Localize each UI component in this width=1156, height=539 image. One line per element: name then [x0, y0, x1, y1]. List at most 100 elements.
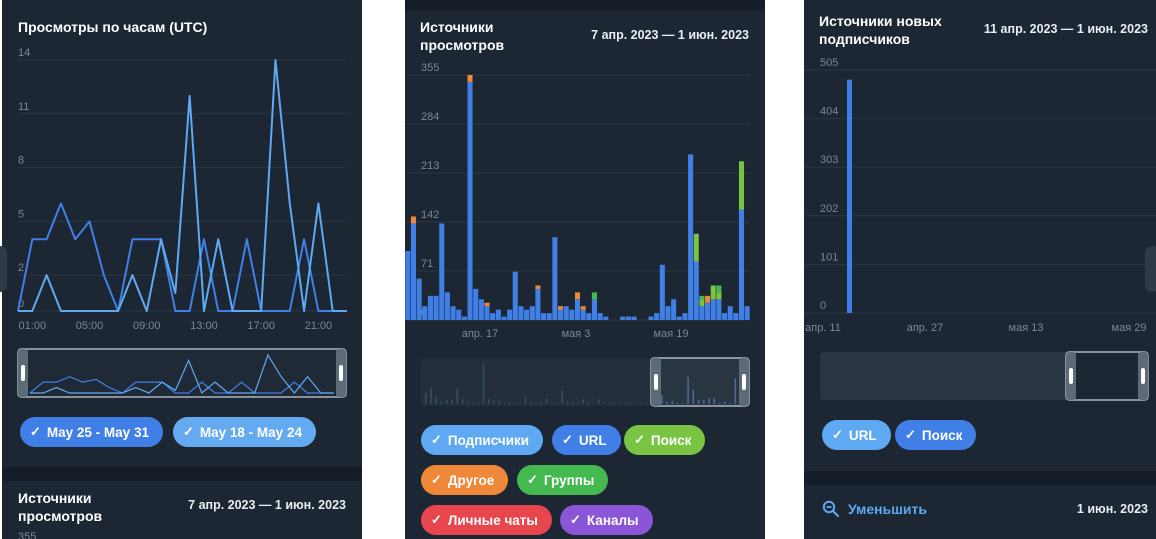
- bar-segment: [659, 264, 665, 320]
- bar-segment: [580, 306, 586, 310]
- legend-chip-2[interactable]: ✓ URL: [552, 425, 621, 455]
- section-divider: [804, 471, 1156, 485]
- handle-grip: [654, 374, 658, 390]
- navigator-bar: [451, 400, 453, 404]
- bar-segment: [716, 285, 722, 293]
- bar-segment: [738, 161, 745, 210]
- bar-segment: [478, 299, 484, 320]
- navigator-bar: [703, 400, 705, 404]
- bar-segment: [484, 306, 490, 320]
- y-tick-label: 284: [421, 111, 439, 123]
- bar-segment: [450, 306, 456, 320]
- bar-segment: [727, 306, 733, 320]
- bar-segment: [524, 309, 530, 320]
- x-tick-label: мая 3: [562, 328, 591, 340]
- bar: [847, 79, 852, 313]
- navigator-bar: [508, 402, 511, 404]
- navigator-bar: [645, 403, 647, 404]
- bar-segment: [733, 313, 739, 320]
- handle-grip: [1069, 368, 1073, 384]
- navigator-bar: [676, 403, 679, 404]
- navigator-bar: [634, 403, 637, 404]
- y-tick-label: 303: [820, 154, 838, 166]
- legend-chip-7[interactable]: ✓ Каналы: [560, 505, 653, 535]
- x-tick-label: апр. 11: [805, 322, 841, 334]
- y-tick-label: 0: [820, 300, 826, 312]
- navigator-bar: [713, 398, 716, 404]
- carousel-prev-button[interactable]: [0, 246, 7, 292]
- legend-chip-may-18-24[interactable]: ✓ May 18 - May 24: [173, 417, 316, 447]
- navigator-bar: [503, 402, 506, 404]
- navigator-bar: [724, 401, 726, 404]
- carousel-next-button[interactable]: [1145, 246, 1156, 292]
- x-tick-label: 09:00: [133, 320, 161, 332]
- bar-segment: [410, 216, 417, 224]
- chip-label: Подписчики: [447, 432, 530, 448]
- bar-segment: [512, 271, 518, 320]
- check-icon: ✓: [431, 432, 442, 447]
- navigator-bar: [603, 402, 605, 404]
- zoom-out-label: Уменьшить: [848, 501, 927, 517]
- bar-segment: [676, 316, 682, 320]
- navigator-bar: [666, 401, 668, 404]
- bar-segment: [716, 299, 722, 320]
- legend-chip-5[interactable]: ✓ Группы: [517, 465, 609, 495]
- navigator-bar: [435, 397, 438, 404]
- navigator-bar: [456, 388, 459, 404]
- bar-segment: [699, 295, 705, 300]
- navigator-line-0: [29, 376, 334, 394]
- legend-chip-2[interactable]: ✓ Поиск: [895, 420, 977, 450]
- bar-segment: [405, 250, 411, 320]
- navigator-bar: [629, 403, 632, 404]
- chip-label: Личные чаты: [447, 512, 538, 528]
- x-tick-label: апр. 17: [462, 328, 499, 340]
- y-tick-label: 2: [18, 262, 24, 274]
- bar-segment: [671, 299, 677, 320]
- bar-segment: [625, 316, 631, 320]
- bar-segment: [574, 292, 581, 300]
- legend-chip-6[interactable]: ✓ Личные чаты: [421, 505, 552, 535]
- navigator-bar: [440, 401, 443, 404]
- bar-segment: [529, 306, 535, 320]
- bar-segment: [541, 313, 547, 320]
- navigator-bar: [466, 401, 469, 404]
- handle-grip: [742, 374, 746, 390]
- bar-segment: [433, 295, 439, 320]
- navigator-bar: [619, 403, 621, 404]
- bar-segment: [546, 313, 552, 320]
- navigator-bar: [608, 403, 611, 404]
- navigator-bar: [682, 402, 684, 404]
- legend-chip-may-25-31[interactable]: ✓ May 25 - May 31: [20, 417, 163, 447]
- bar-segment: [416, 278, 422, 320]
- y-tick-label: 71: [421, 258, 433, 270]
- check-icon: ✓: [30, 424, 41, 439]
- bar-segment: [427, 295, 433, 320]
- bar-segment: [620, 316, 626, 320]
- bar-segment: [716, 292, 722, 300]
- bar-segment: [444, 292, 450, 320]
- series-line-0: [17, 202, 347, 312]
- bar-segment: [495, 309, 501, 320]
- legend-chip-1[interactable]: ✓ Подписчики: [421, 425, 544, 455]
- chip-label: Поиск: [921, 427, 963, 443]
- bar-segment: [648, 316, 654, 320]
- navigator-track: [18, 349, 346, 397]
- navigator-bar: [577, 402, 579, 404]
- x-tick-label: мая 13: [1009, 322, 1044, 334]
- date-range: 11 апр. 2023 — 1 июн. 2023: [983, 22, 1148, 36]
- bar-segment: [722, 313, 728, 320]
- legend-chip-4[interactable]: ✓ Другое: [421, 465, 509, 495]
- navigator-bar: [613, 403, 616, 404]
- zoom-out-button[interactable]: Уменьшить: [822, 500, 927, 518]
- handle-grip: [1141, 368, 1145, 384]
- y-tick-label: 101: [820, 251, 838, 263]
- date-range: 7 апр. 2023 — 1 июн. 2023: [591, 28, 749, 42]
- bar-segment: [591, 292, 597, 300]
- navigator-bar: [566, 401, 569, 404]
- y-tick-label: 0: [18, 298, 24, 310]
- navigator-bar: [524, 396, 527, 404]
- legend-chip-1[interactable]: ✓ URL: [822, 420, 891, 450]
- navigator-bar: [697, 400, 700, 404]
- navigator-bar: [430, 387, 432, 404]
- legend-chip-3[interactable]: ✓ Поиск: [624, 425, 706, 455]
